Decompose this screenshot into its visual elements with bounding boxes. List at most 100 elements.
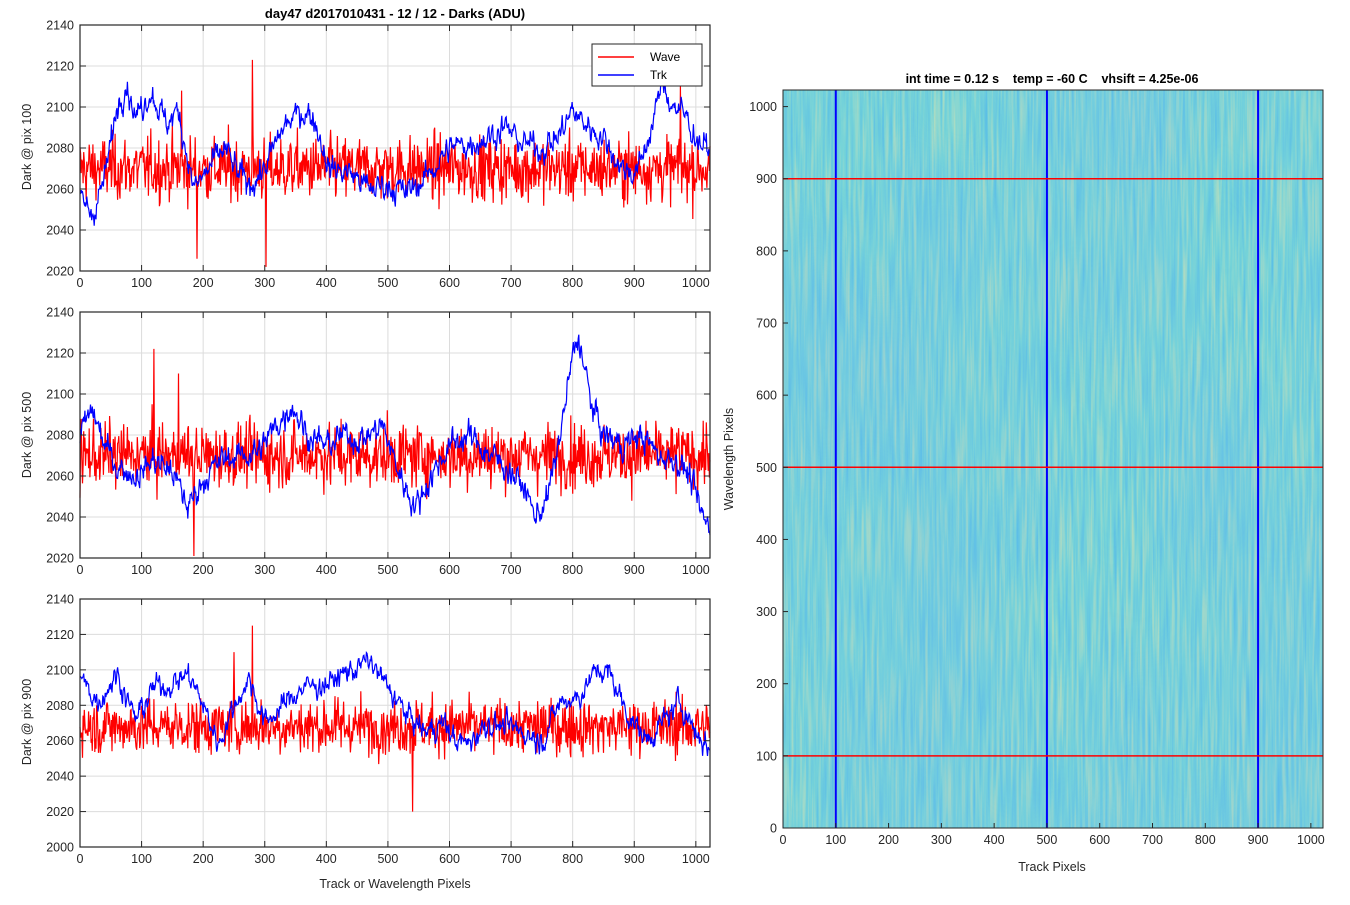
y-tick-label: 2120 [46, 347, 74, 361]
x-tick-label: 0 [77, 276, 84, 290]
y-tick-label: 2060 [46, 470, 74, 484]
series-line-wave [79, 59, 711, 267]
line-panel-pix-100: Dark @ pix 100 0 100 200 300 400 500 600 700 800… [20, 19, 711, 290]
y-tick-label: 2120 [46, 60, 74, 74]
legend-box [591, 43, 703, 87]
x-tick-label: 300 [254, 852, 275, 866]
heatmap-x-tick-label: 400 [984, 833, 1005, 847]
x-tick-label: 800 [562, 276, 583, 290]
heatmap-y-tick-label: 0 [770, 822, 777, 836]
heatmap-y-tick-label: 700 [756, 317, 777, 331]
axes-box [79, 598, 711, 848]
y-tick-label: 2040 [46, 511, 74, 525]
heatmap-axes-box [782, 89, 1324, 829]
heatmap-variation [783, 90, 1323, 828]
x-tick-label: 100 [131, 563, 152, 577]
y-tick-label: 2100 [46, 388, 74, 402]
series-line-trk [79, 334, 711, 536]
y-tick-label: 2000 [46, 841, 74, 855]
xlabel-track-or-wavelength: Track or Wavelength Pixels [319, 877, 470, 891]
x-tick-label: 200 [193, 852, 214, 866]
heatmap-x-tick-label: 900 [1248, 833, 1269, 847]
x-tick-label: 500 [377, 852, 398, 866]
x-tick-label: 200 [193, 563, 214, 577]
heatmap-x-tick-label: 700 [1142, 833, 1163, 847]
heatmap-x-tick-label: 200 [878, 833, 899, 847]
heatmap-x-tick-label: 1000 [1297, 833, 1325, 847]
heatmap-x-tick-label: 100 [825, 833, 846, 847]
line-panel-pix-900: Dark @ pix 900 Track or Wavelength Pixel… [20, 593, 711, 891]
legend-label-trk: Trk [650, 68, 668, 82]
x-tick-label: 100 [131, 852, 152, 866]
x-tick-label: 600 [439, 563, 460, 577]
x-tick-label: 500 [377, 563, 398, 577]
ylabel-pix-900: Dark @ pix 900 [20, 679, 34, 765]
heatmap-y-tick-label: 1000 [749, 100, 777, 114]
y-tick-label: 2140 [46, 19, 74, 33]
heatmap-title: int time = 0.12 s temp = -60 C vhsift = … [906, 72, 1199, 86]
x-tick-label: 200 [193, 276, 214, 290]
x-tick-label: 800 [562, 852, 583, 866]
x-tick-label: 300 [254, 563, 275, 577]
x-tick-label: 400 [316, 852, 337, 866]
heatmap-x-tick-label: 0 [780, 833, 787, 847]
x-tick-label: 900 [624, 276, 645, 290]
heatmap-xlabel: Track Pixels [1018, 860, 1086, 874]
x-tick-label: 900 [624, 563, 645, 577]
heatmap-x-tick-label: 300 [931, 833, 952, 847]
y-tick-label: 2100 [46, 663, 74, 677]
series-line-trk [79, 650, 711, 756]
y-tick-label: 2040 [46, 224, 74, 238]
y-tick-label: 2140 [46, 306, 74, 320]
y-tick-label: 2020 [46, 265, 74, 279]
ylabel-pix-100: Dark @ pix 100 [20, 104, 34, 190]
x-tick-label: 800 [562, 563, 583, 577]
x-tick-label: 900 [624, 852, 645, 866]
x-tick-label: 500 [377, 276, 398, 290]
x-tick-label: 400 [316, 276, 337, 290]
x-tick-label: 700 [501, 563, 522, 577]
y-tick-label: 2080 [46, 142, 74, 156]
y-tick-label: 2120 [46, 628, 74, 642]
y-tick-label: 2020 [46, 805, 74, 819]
heatmap-y-tick-label: 600 [756, 389, 777, 403]
figure-title: day47 d2017010431 - 12 / 12 - Darks (ADU… [265, 6, 525, 21]
x-tick-label: 100 [131, 276, 152, 290]
ylabel-pix-500: Dark @ pix 500 [20, 392, 34, 478]
x-tick-label: 1000 [682, 563, 710, 577]
x-tick-label: 1000 [682, 852, 710, 866]
heatmap-panel: int time = 0.12 s temp = -60 C vhsift = … [722, 72, 1325, 874]
heatmap-y-tick-label: 300 [756, 605, 777, 619]
heatmap-y-tick-label: 100 [756, 749, 777, 763]
y-tick-label: 2080 [46, 699, 74, 713]
series-line-wave [79, 625, 711, 812]
x-tick-label: 400 [316, 563, 337, 577]
y-tick-label: 2060 [46, 183, 74, 197]
y-tick-label: 2080 [46, 429, 74, 443]
y-tick-label: 2020 [46, 552, 74, 566]
x-tick-label: 600 [439, 852, 460, 866]
x-tick-label: 0 [77, 563, 84, 577]
heatmap-y-tick-label: 500 [756, 461, 777, 475]
heatmap-x-tick-label: 500 [1036, 833, 1057, 847]
y-tick-label: 2140 [46, 593, 74, 607]
heatmap-y-tick-label: 800 [756, 244, 777, 258]
line-panel-pix-500: Dark @ pix 500 0 100 200 300 400 500 600 700 800… [20, 306, 711, 577]
x-tick-label: 0 [77, 852, 84, 866]
x-tick-label: 300 [254, 276, 275, 290]
heatmap-y-tick-label: 200 [756, 677, 777, 691]
x-tick-label: 1000 [682, 276, 710, 290]
x-tick-label: 700 [501, 852, 522, 866]
legend-label-wave: Wave [650, 50, 681, 64]
heatmap-x-tick-label: 800 [1195, 833, 1216, 847]
x-tick-label: 600 [439, 276, 460, 290]
heatmap-x-tick-label: 600 [1089, 833, 1110, 847]
heatmap-y-tick-label: 400 [756, 533, 777, 547]
series-line-trk [79, 68, 711, 226]
y-tick-label: 2100 [46, 101, 74, 115]
y-tick-label: 2040 [46, 770, 74, 784]
x-tick-label: 700 [501, 276, 522, 290]
heatmap-y-tick-label: 900 [756, 172, 777, 186]
heatmap-ylabel: Wavelength Pixels [722, 408, 736, 510]
